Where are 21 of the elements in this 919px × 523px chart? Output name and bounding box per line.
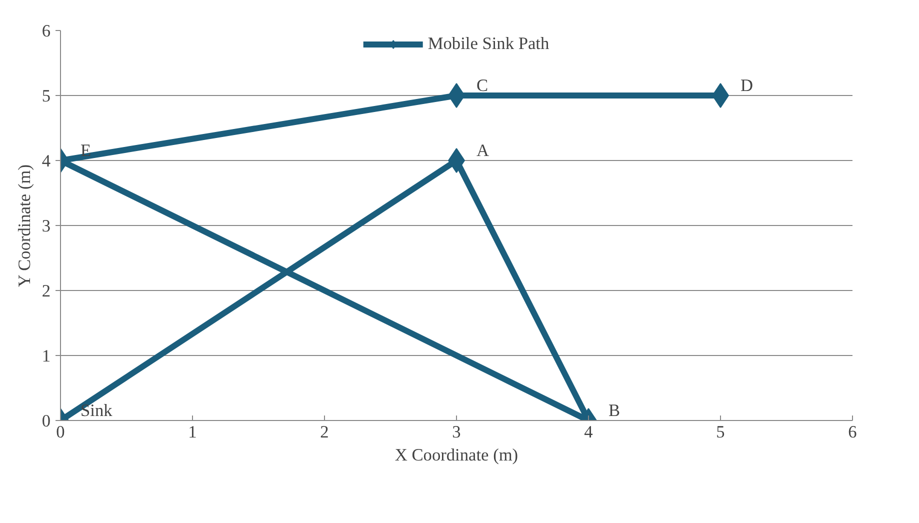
y-axis-title: Y Coordinate (m) (14, 164, 34, 288)
y-tick-label: 5 (42, 86, 51, 106)
x-tick-label: 5 (716, 422, 725, 442)
legend-label: Mobile Sink Path (428, 34, 550, 54)
annotation: D (740, 76, 754, 95)
annotation: A (476, 141, 490, 160)
y-tick-label: 4 (42, 152, 51, 170)
x-axis-title: X Coordinate (m) (394, 446, 518, 464)
x-tick-label: 2 (320, 422, 329, 442)
x-tick-label: 0 (56, 422, 65, 442)
y-tick-label: 3 (42, 216, 51, 236)
x-tick-label: 6 (848, 422, 858, 442)
y-tick-label: 1 (42, 346, 51, 366)
x-tick-label: 4 (584, 422, 594, 442)
x-tick-label: 1 (188, 422, 197, 442)
y-tick-label: 6 (42, 22, 51, 40)
annotation: Sink (80, 401, 113, 420)
annotation: C (476, 76, 488, 95)
y-tick-label: 2 (42, 282, 51, 300)
annotation: B (608, 401, 620, 420)
x-tick-label: 3 (452, 422, 461, 442)
